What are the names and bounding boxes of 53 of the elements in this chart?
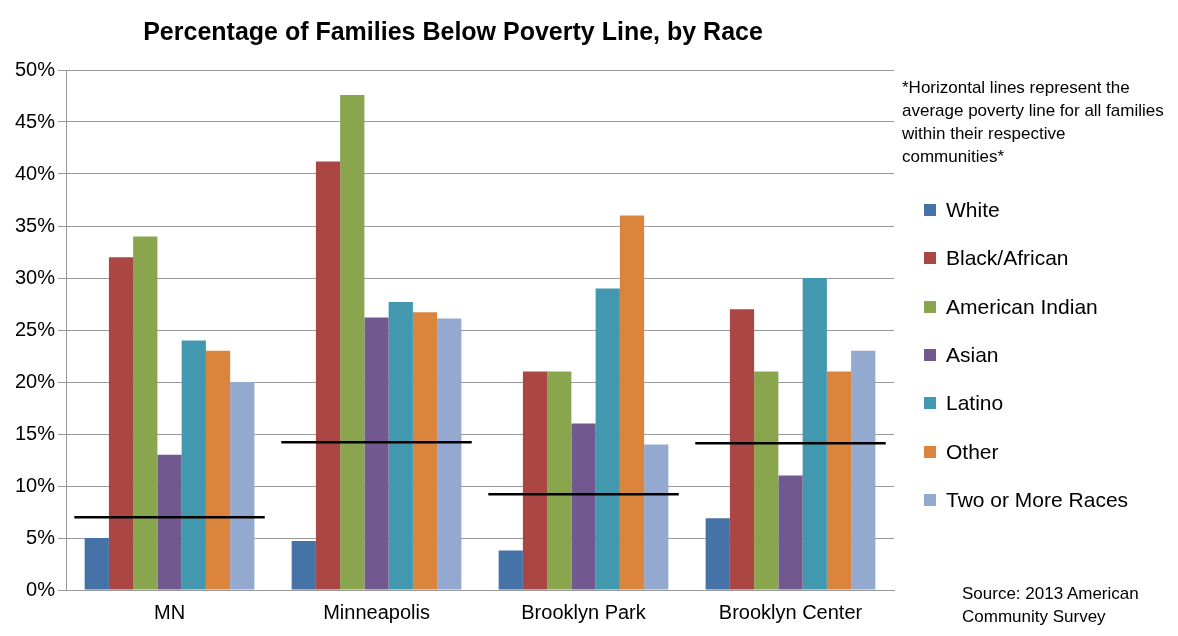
y-tick-label: 40% [15,161,56,184]
bar [547,371,572,590]
bar [571,423,596,590]
bar [705,518,730,590]
y-tick-label: 5% [26,525,56,548]
source-note: Source: 2013 American Community Survey [962,583,1140,628]
bar [230,382,255,590]
bar [205,350,231,590]
bar [315,161,341,590]
bar [157,454,182,590]
bar [778,475,803,590]
x-tick-label: Minneapolis [323,600,430,623]
x-tick-label: Brooklyn Center [718,600,863,623]
bar [364,317,389,590]
y-tick-label: 50% [15,57,56,80]
bar [291,541,316,590]
bar [388,301,413,590]
bar [851,350,876,590]
legend-label: Two or More Races [946,487,1129,512]
legend-label: Latino [946,391,1004,416]
legend-label: Asian [946,343,999,368]
y-tick-label: 20% [15,369,56,392]
y-tick-label: 45% [15,109,56,132]
chart-title: Percentage of Families Below Poverty Line, by Race [143,16,763,45]
y-tick-label: 0% [26,577,56,600]
bar [619,215,645,590]
bar [522,371,548,590]
bar [498,550,523,590]
bar [729,309,755,590]
bar [340,94,365,590]
bar [412,312,438,590]
bar [108,257,134,590]
bar [437,318,462,590]
legend-label: Other [946,439,999,464]
bar [133,236,158,590]
bar [181,340,206,590]
text: *Horizontal lines represent the average poverty line for all families within their respective communities* [902,78,1164,166]
bar [754,371,779,590]
x-tick-label: MN [153,600,186,623]
bar [595,288,620,590]
bar [644,444,669,590]
x-tick-label: Brooklyn Park [521,600,647,623]
legend-label: American Indian [946,294,1098,319]
bar [84,538,109,590]
y-tick-label: 10% [15,473,56,496]
y-tick-label: 25% [15,317,56,340]
legend-label: Black/African [946,246,1069,271]
y-tick-label: 15% [15,421,56,444]
y-tick-label: 30% [15,265,56,288]
bar [826,371,852,590]
bar [802,278,827,590]
y-tick-label: 35% [15,213,56,236]
legend-label: White [946,198,1000,223]
